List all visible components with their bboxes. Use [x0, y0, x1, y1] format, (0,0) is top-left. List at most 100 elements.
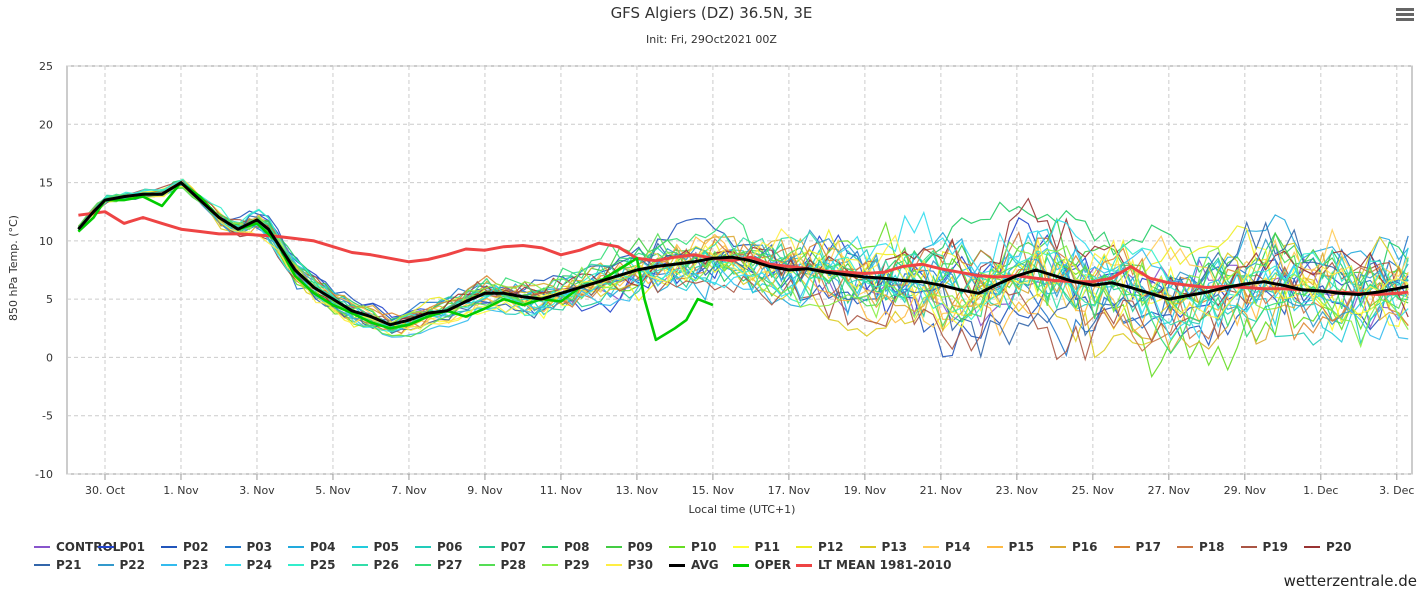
axes: -10 -5 0 5 10 15 20 25 30. Oct 1. Nov 3. Nov 5. Nov…: [35, 60, 1414, 497]
legend-label: OPER: [754, 558, 791, 572]
legend-item-lt-mean-1981-2010[interactable]: LT MEAN 1981-2010: [796, 556, 951, 574]
legend-label: P03: [246, 540, 273, 554]
x-tick-label: 23. Nov: [996, 484, 1039, 497]
legend-item-p08[interactable]: P08: [542, 538, 590, 556]
legend-swatch: [478, 546, 495, 548]
legend-swatch: [605, 546, 622, 548]
legend-item-p03[interactable]: P03: [224, 538, 273, 556]
legend-label: P30: [627, 558, 654, 572]
legend-item-p05[interactable]: P05: [351, 538, 400, 556]
legend-swatch: [288, 546, 304, 548]
legend-label: P07: [500, 540, 527, 554]
legend-item-p09[interactable]: P09: [605, 538, 654, 556]
legend-item-p11[interactable]: P11: [732, 538, 781, 556]
legend-item-p25[interactable]: P25: [288, 556, 336, 574]
legend-swatch: [34, 546, 50, 548]
x-tick-label: 1. Dec: [1303, 484, 1338, 497]
legend-swatch: [923, 546, 939, 548]
legend-item-p19[interactable]: P19: [1240, 538, 1288, 556]
legend-item-p18[interactable]: P18: [1177, 538, 1225, 556]
legend-item-p22[interactable]: P22: [97, 556, 146, 574]
legend-item-p26[interactable]: P26: [351, 556, 400, 574]
legend-swatch: [796, 546, 812, 548]
legend-label: P29: [564, 558, 590, 572]
legend-label: P11: [754, 540, 781, 554]
legend-swatch: [796, 563, 812, 567]
y-tick-label: -10: [35, 468, 53, 481]
hamburger-menu-icon[interactable]: [1396, 8, 1414, 24]
legend-item-p17[interactable]: P17: [1113, 538, 1161, 556]
legend-swatch: [415, 546, 431, 548]
legend-item-p07[interactable]: P07: [478, 538, 527, 556]
series-line-p03: [77, 182, 1409, 358]
y-tick-label: 10: [39, 235, 53, 248]
legend-label: P05: [373, 540, 400, 554]
legend-label: P16: [1072, 540, 1098, 554]
legend-item-p15[interactable]: P15: [986, 538, 1034, 556]
legend-item-p24[interactable]: P24: [224, 556, 273, 574]
legend-swatch: [542, 564, 558, 566]
y-tick-label: 5: [46, 293, 53, 306]
x-tick-label: 9. Nov: [467, 484, 503, 497]
legend-item-p13[interactable]: P13: [859, 538, 908, 556]
legend-label: P24: [246, 558, 273, 572]
legend-item-p30[interactable]: P30: [605, 556, 654, 574]
legend-item-avg[interactable]: AVG: [669, 556, 719, 574]
legend-swatch: [1177, 546, 1193, 548]
legend-swatch: [161, 564, 177, 566]
legend-row: P21 P22 P23 P24 P25 P26 P27 P28 P29 P30 AVG OPER LT …: [34, 556, 1394, 574]
x-tick-label: 29. Nov: [1224, 484, 1267, 497]
legend-swatch: [161, 546, 177, 548]
legend-swatch: [859, 546, 876, 548]
legend-label: P22: [119, 558, 146, 572]
legend-swatch: [1304, 546, 1320, 548]
series-line-avg: [77, 181, 1409, 327]
series-line-p30: [77, 185, 1409, 331]
legend-swatch: [351, 564, 368, 566]
legend-label: P28: [500, 558, 527, 572]
legend-label: P18: [1199, 540, 1225, 554]
chart-title: GFS Algiers (DZ) 36.5N, 3E: [610, 4, 813, 22]
legend-label: P26: [373, 558, 400, 572]
legend-label: P10: [691, 540, 717, 554]
legend-item-p10[interactable]: P10: [669, 538, 717, 556]
x-tick-label: 27. Nov: [1148, 484, 1191, 497]
legend-item-p12[interactable]: P12: [796, 538, 844, 556]
legend-swatch: [224, 564, 241, 566]
legend-swatch: [351, 546, 368, 548]
legend-item-p04[interactable]: P04: [288, 538, 336, 556]
legend-swatch: [97, 546, 114, 548]
legend-item-p06[interactable]: P06: [415, 538, 463, 556]
legend-label: P13: [881, 540, 908, 554]
legend-swatch: [1113, 546, 1130, 548]
legend-item-p20[interactable]: P20: [1304, 538, 1352, 556]
legend-item-p29[interactable]: P29: [542, 556, 590, 574]
legend-swatch: [97, 564, 114, 566]
legend-item-p27[interactable]: P27: [415, 556, 463, 574]
legend-item-oper[interactable]: OPER: [732, 556, 791, 574]
y-axis-label: 850 hPa Temp. (°C): [7, 215, 20, 321]
chart-subtitle: Init: Fri, 29Oct2021 00Z: [646, 33, 777, 46]
legend-label: P02: [183, 540, 209, 554]
series-line-lt-mean-1981-2010: [78, 210, 1409, 296]
legend-label: P25: [310, 558, 336, 572]
ensemble-line-chart: -10 -5 0 5 10 15 20 25 30. Oct 1. Nov 3. Nov 5. Nov…: [7, 60, 1414, 516]
legend-item-p28[interactable]: P28: [478, 556, 527, 574]
legend-swatch: [1240, 546, 1257, 548]
legend-item-p16[interactable]: P16: [1050, 538, 1098, 556]
legend-swatch: [415, 564, 431, 566]
legend-item-control[interactable]: CONTROL: [34, 538, 120, 556]
legend-swatch: [478, 564, 495, 566]
legend-item-p14[interactable]: P14: [923, 538, 971, 556]
legend-item-p02[interactable]: P02: [161, 538, 209, 556]
grid: [66, 65, 1413, 475]
legend-item-p23[interactable]: P23: [161, 556, 209, 574]
y-tick-label: 20: [39, 118, 53, 131]
legend-label: P09: [627, 540, 654, 554]
legend-row: CONTROL P01 P02 P03 P04 P05 P06 P07 P08 P09 P10 P11…: [34, 538, 1394, 556]
legend-label: P20: [1326, 540, 1352, 554]
legend-label: AVG: [691, 558, 719, 572]
legend-item-p01[interactable]: P01: [97, 538, 145, 556]
legend-item-p21[interactable]: P21: [34, 556, 82, 574]
legend-swatch: [605, 564, 622, 566]
